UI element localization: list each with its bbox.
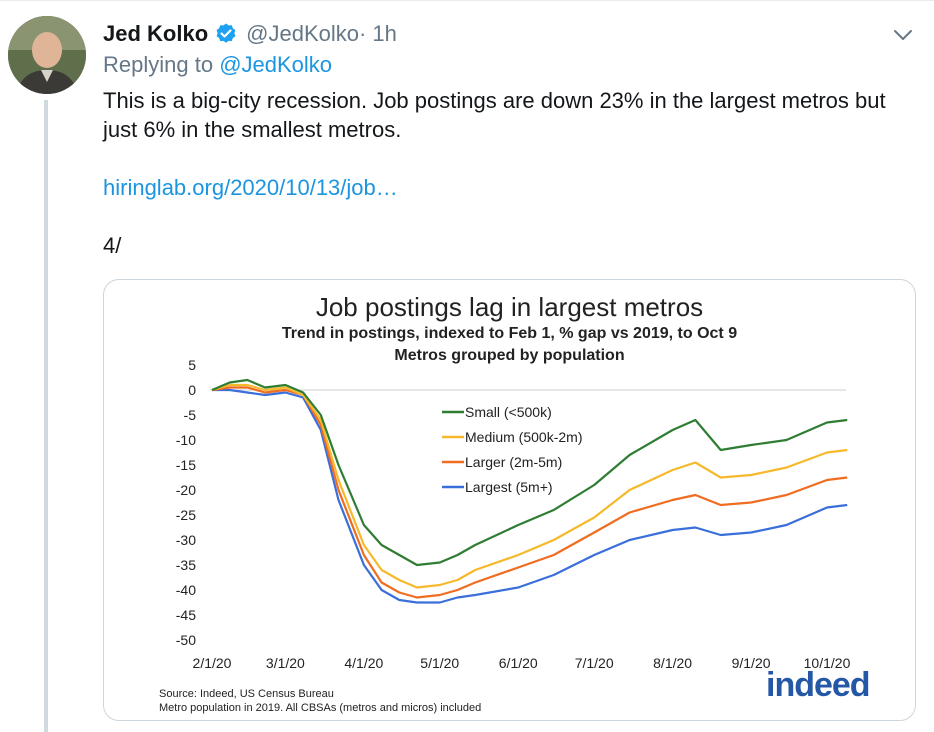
verified-badge-icon (214, 22, 238, 46)
chart-image-card[interactable]: Job postings lag in largest metros Trend… (103, 279, 916, 721)
x-tick-label: 7/1/20 (575, 655, 614, 670)
thread-number: 4/ (103, 233, 122, 258)
tweet-timestamp[interactable]: · 1h (358, 21, 397, 46)
y-tick-label: 0 (188, 382, 196, 398)
author-name[interactable]: Jed Kolko (103, 21, 209, 46)
author-handle[interactable]: @JedKolko (246, 21, 359, 46)
chevron-down-icon[interactable] (890, 22, 916, 48)
chart-title: Job postings lag in largest metros (315, 292, 704, 322)
tweet-text: This is a big-city recession. Job postin… (103, 86, 903, 260)
reply-to-link[interactable]: @JedKolko (219, 52, 333, 77)
x-tick-label: 10/1/20 (804, 655, 851, 670)
legend-label: Small (<500k) (465, 404, 552, 420)
y-tick-label: -40 (176, 582, 196, 598)
x-tick-label: 3/1/20 (266, 655, 305, 670)
x-tick-label: 5/1/20 (420, 655, 459, 670)
line-chart: 5 0 -5 -10 -15 -20 -25 -30 -35 -40 -45 -50 2/1/20 3/1… (176, 357, 851, 670)
source-note: Source: Indeed, US Census Bureau (159, 688, 334, 700)
reply-context: Replying to @JedKolko (103, 52, 332, 78)
y-tick-label: 5 (188, 357, 196, 373)
population-note: Metro population in 2019. All CBSAs (met… (159, 702, 482, 714)
x-tick-label: 8/1/20 (653, 655, 692, 670)
series-line (211, 383, 848, 589)
series-line (211, 378, 848, 567)
chart-subtitle-1: Trend in postings, indexed to Feb 1, % g… (281, 325, 738, 342)
author-avatar[interactable] (8, 16, 86, 94)
tweet-body: This is a big-city recession. Job postin… (103, 88, 886, 142)
reply-prefix: Replying to (103, 52, 220, 77)
legend-label: Largest (5m+) (465, 479, 553, 495)
y-tick-label: -10 (176, 432, 196, 448)
indeed-logo: indeed (766, 666, 871, 704)
article-link[interactable]: hiringlab.org/2020/10/13/job… (103, 175, 398, 200)
y-tick-label: -25 (176, 507, 196, 523)
tweet-header: Jed Kolko @JedKolko · 1h (103, 18, 397, 50)
legend-label: Medium (500k-2m) (465, 429, 582, 445)
x-tick-label: 4/1/20 (344, 655, 383, 670)
y-tick-label: -15 (176, 457, 196, 473)
y-tick-label: -35 (176, 557, 196, 573)
thread-connector-line (44, 100, 48, 732)
x-tick-label: 9/1/20 (732, 655, 771, 670)
y-tick-label: -45 (176, 607, 196, 623)
y-tick-label: -30 (176, 532, 196, 548)
y-tick-label: -50 (176, 632, 196, 648)
series-line (212, 388, 848, 604)
avatar-image (8, 16, 86, 94)
chart-subtitle-2: Metros grouped by population (394, 347, 625, 364)
y-tick-label: -5 (184, 407, 197, 423)
legend-label: Larger (2m-5m) (465, 454, 562, 470)
series-line (211, 386, 848, 599)
x-tick-label: 2/1/20 (193, 655, 232, 670)
top-divider (0, 0, 934, 1)
x-tick-label: 6/1/20 (499, 655, 538, 670)
y-tick-label: -20 (176, 482, 196, 498)
